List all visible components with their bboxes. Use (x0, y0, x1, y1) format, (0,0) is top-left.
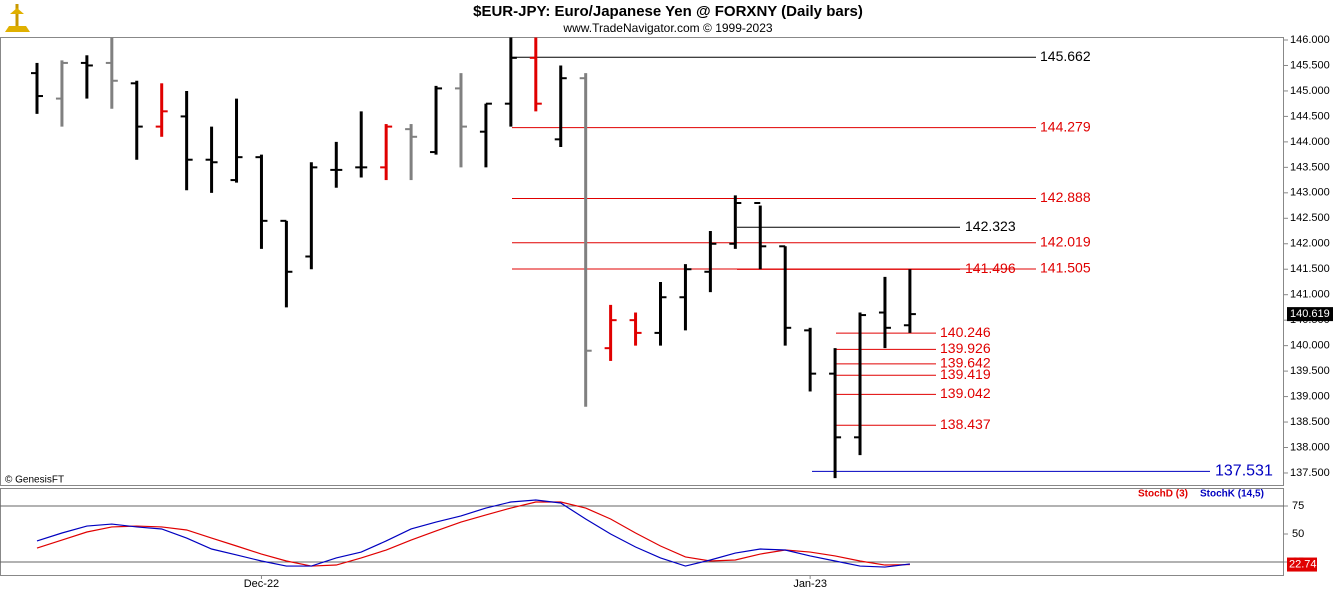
ohlc-bar (804, 327, 817, 392)
ohlc-bar (31, 62, 43, 114)
ohlc-bar (454, 73, 467, 168)
level-label: 144.279 (1040, 118, 1091, 134)
y-tick-label: 75 (1292, 500, 1304, 512)
y-tick-label: 139.000 (1290, 390, 1330, 402)
y-tick-label: 145.000 (1290, 85, 1330, 97)
level-label: 139.042 (940, 385, 991, 401)
chart-title: $EUR-JPY: Euro/Japanese Yen @ FORXNY (Da… (473, 3, 863, 20)
ohlc-bar (380, 124, 393, 181)
last-price-box (1287, 307, 1333, 322)
ohlc-bar (579, 73, 592, 407)
y-tick-label: 138.000 (1290, 441, 1330, 453)
last-value-label: 22.74 (1289, 558, 1317, 570)
ohlc-bar (854, 312, 867, 456)
ohlc-bar (305, 162, 318, 270)
level-label: 141.496 (965, 260, 1016, 276)
ohlc-bar (230, 98, 243, 183)
level-label: 138.437 (940, 416, 991, 432)
legend-entry: StochK (14,5) (1200, 489, 1264, 500)
level-label: 141.505 (1040, 260, 1091, 276)
level-label: 142.323 (965, 218, 1016, 234)
ohlc-bar (355, 111, 368, 178)
ohlc-bar (80, 55, 93, 99)
ohlc-bar (155, 83, 168, 137)
level-label: 137.531 (1215, 463, 1273, 480)
ohlc-bar (130, 80, 143, 160)
y-tick-label: 137.500 (1290, 467, 1330, 479)
ohlc-bar (479, 102, 492, 168)
y-tick-label: 146.000 (1290, 34, 1330, 46)
y-tick-label: 139.500 (1290, 365, 1330, 377)
ohlc-bar (903, 269, 916, 333)
stoch-line (36, 499, 910, 568)
y-tick-label: 144.000 (1290, 136, 1330, 148)
ohlc-bar (55, 60, 68, 127)
y-tick-label: 140.000 (1290, 340, 1330, 352)
ohlc-bar (629, 312, 642, 346)
y-tick-label: 141.000 (1290, 289, 1330, 301)
ohlc-bar (704, 231, 717, 293)
ohlc-bar (330, 141, 343, 188)
level-label: 142.019 (1040, 233, 1091, 249)
last-value-box (1287, 557, 1317, 572)
x-tick-label: Dec-22 (244, 578, 279, 590)
ohlc-bar (554, 65, 567, 147)
chart-subtitle: www.TradeNavigator.com © 1999-2023 (562, 21, 772, 35)
source: © GenesisFT (5, 475, 64, 486)
y-tick-label: 143.500 (1290, 161, 1330, 173)
ohlc-bar (529, 37, 542, 112)
ohlc-bar (754, 202, 767, 270)
last-price-label: 140.619 (1290, 308, 1330, 320)
y-tick-label: 144.500 (1290, 110, 1330, 122)
ohlc-bar (180, 90, 193, 191)
level-label: 139.419 (940, 366, 991, 382)
y-tick-label: 142.000 (1290, 238, 1330, 250)
ohlc-bar (430, 85, 443, 155)
y-tick-label: 50 (1292, 528, 1304, 540)
stoch-line (36, 501, 910, 567)
level-label: 140.246 (940, 324, 991, 340)
logo (5, 4, 30, 32)
level-label: 139.642 (940, 355, 991, 371)
y-tick-label: 142.500 (1290, 212, 1330, 224)
ohlc-bar (779, 245, 792, 346)
y-tick-label: 138.500 (1290, 416, 1330, 428)
y-tick-label: 141.500 (1290, 263, 1330, 275)
ohlc-bar (878, 276, 891, 349)
ohlc-bar (654, 281, 667, 346)
level-label: 145.662 (1040, 48, 1091, 64)
ohlc-bar (255, 154, 268, 249)
x-tick-label: Jan-23 (793, 578, 827, 590)
ohlc-bar (504, 37, 517, 127)
level-label: 139.926 (940, 340, 991, 356)
y-tick-label: 143.000 (1290, 187, 1330, 199)
stoch-panel (0, 488, 1284, 576)
ohlc-bar (729, 195, 742, 249)
price-panel (0, 37, 1284, 486)
level-label: 142.888 (1040, 189, 1091, 205)
ohlc-bar (829, 348, 842, 479)
ohlc-bar (405, 124, 418, 181)
ohlc-bar (280, 219, 293, 308)
ohlc-bar (679, 264, 692, 331)
y-tick-label: 145.500 (1290, 59, 1330, 71)
ohlc-bar (205, 126, 218, 193)
ohlc-bar (604, 304, 617, 361)
legend-entry: StochD (3) (1138, 489, 1188, 500)
ohlc-bar (105, 37, 118, 109)
